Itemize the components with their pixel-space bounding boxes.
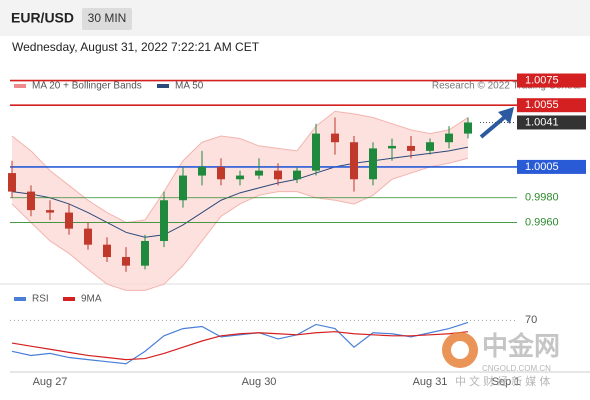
candle-body	[198, 166, 206, 176]
level-label: 1.0075	[525, 74, 559, 86]
rsi-line	[11, 331, 469, 361]
rsi-line	[11, 321, 469, 365]
candle-body	[426, 142, 434, 151]
candle-body	[388, 145, 396, 149]
legend-swatch	[14, 297, 26, 301]
candle-body	[46, 210, 54, 213]
trend-arrowhead	[498, 107, 514, 124]
interval-box	[82, 8, 132, 30]
candle-body	[255, 170, 263, 176]
level-box	[517, 159, 586, 174]
legend-label: RSI	[32, 294, 49, 305]
watermark-site: CNGOLD.COM.CN	[482, 364, 551, 373]
level-box	[517, 73, 586, 88]
watermark: 中金网 CNGOLD.COM.CN 中 文 财 经 新 媒 体	[442, 331, 560, 388]
datetime: Wednesday, August 31, 2022 7:22:21 AM CE…	[12, 40, 260, 54]
legend-label: 9MA	[81, 294, 102, 305]
candle-body	[217, 166, 225, 180]
credit: Research © 2022 Trading Central	[432, 81, 581, 92]
candle-body	[141, 240, 149, 266]
candle-body	[84, 228, 92, 245]
y-tick-label: 70	[525, 314, 537, 326]
bollinger-upper	[11, 110, 469, 223]
watermark-logo-inner	[451, 341, 469, 359]
x-tick-label: Aug 30	[242, 376, 277, 388]
candle-body	[236, 175, 244, 180]
symbol: EUR/USD	[11, 10, 74, 26]
candle-body	[122, 257, 130, 266]
legend-label: MA 20 + Bollinger Bands	[32, 81, 142, 92]
level-box	[517, 98, 586, 113]
legend-label: MA 50	[175, 81, 204, 92]
current-price-label: 1.0041	[525, 116, 559, 128]
interval: 30 MIN	[88, 11, 127, 25]
legend-swatch	[157, 84, 169, 88]
level-label: 1.0005	[525, 161, 559, 173]
candle-body	[103, 244, 111, 258]
candle-body	[274, 170, 282, 180]
level-label: 0.9960	[525, 216, 559, 228]
candle-body	[407, 145, 415, 151]
x-tick-label: Sep 1	[492, 376, 521, 388]
watermark-slogan: 中 文 财 经 新 媒 体	[455, 374, 550, 388]
candle-body	[312, 133, 320, 171]
candle-body	[293, 170, 301, 180]
candle-body	[445, 133, 453, 143]
watermark-brand: 中金网	[482, 331, 560, 361]
level-label: 1.0055	[525, 99, 559, 111]
trend-arrow	[479, 114, 508, 139]
candle-body	[160, 200, 168, 241]
candle-body	[65, 212, 73, 229]
legend-swatch	[63, 297, 75, 301]
level-label: 0.9980	[525, 192, 559, 204]
bollinger-lower	[11, 157, 469, 291]
candle-body	[369, 148, 377, 180]
candle-body	[8, 173, 16, 192]
candle-body	[331, 133, 339, 143]
candle-body	[179, 175, 187, 201]
candle-body	[27, 191, 35, 211]
candle-body	[350, 142, 358, 180]
x-tick-label: Aug 27	[33, 376, 68, 388]
x-tick-label: Aug 31	[413, 376, 448, 388]
candle-body	[464, 122, 472, 134]
current-price-box	[517, 115, 586, 130]
legend-swatch	[14, 84, 26, 88]
